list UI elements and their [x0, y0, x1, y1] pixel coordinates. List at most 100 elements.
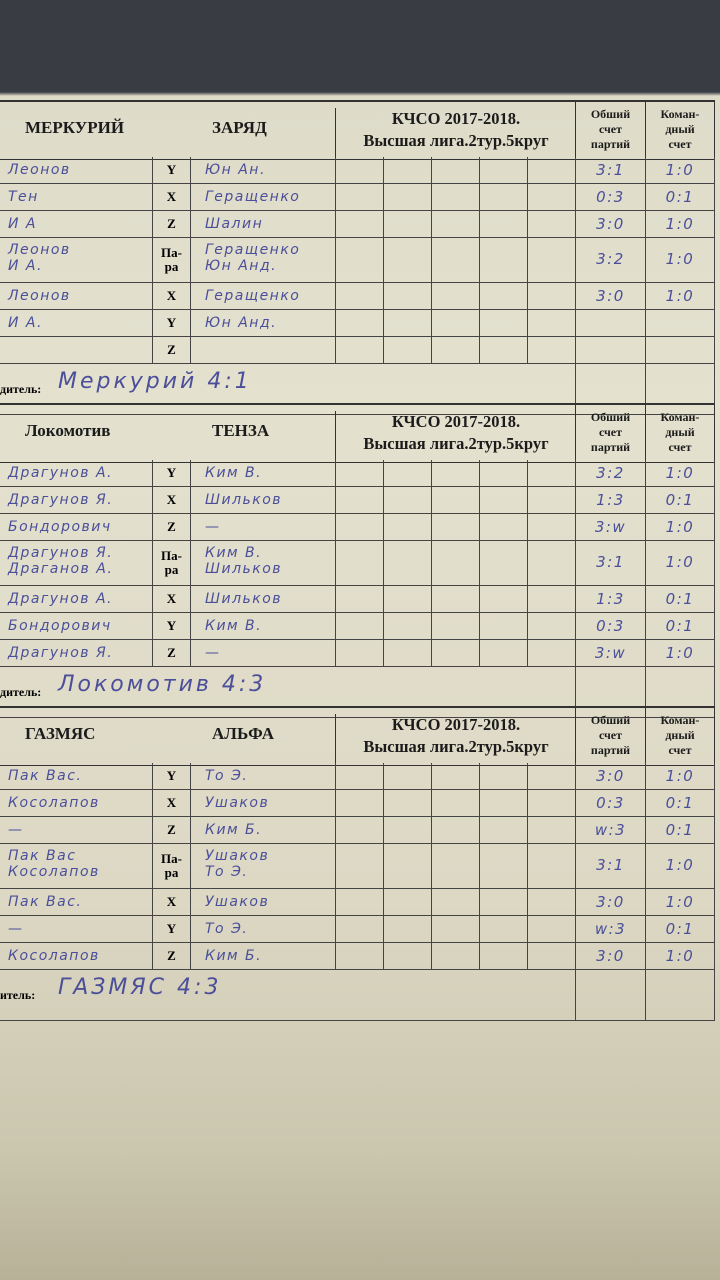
total-cell: [575, 364, 645, 414]
winner-label: дитель:: [0, 685, 42, 699]
set-cell: [383, 541, 431, 585]
total-sets-header: Обший счет партий: [575, 708, 645, 765]
set-cell: [383, 310, 431, 336]
set-cell: [479, 541, 527, 585]
set-cell: [479, 337, 527, 363]
set-cell: [479, 310, 527, 336]
game-row: Драгунов А. X Шильков 1:3 0:1: [0, 586, 715, 613]
team-score: [645, 337, 715, 363]
set-cell: [383, 889, 431, 915]
team-score: 1:0: [645, 763, 715, 789]
winner-value: ГАЗМЯС 4:3: [58, 975, 222, 1000]
set-cell: [335, 283, 383, 309]
game-type: Па- ра: [152, 238, 190, 282]
game-row: Бондорович Y Ким В. 0:3 0:1: [0, 613, 715, 640]
set-cell: [527, 310, 575, 336]
game-type: X: [152, 283, 190, 309]
set-cell: [527, 283, 575, 309]
away-player: То Э.: [190, 763, 335, 789]
winner-value: Локомотив 4:3: [58, 672, 267, 697]
home-player: Бондорович: [8, 618, 112, 634]
set-cell: [431, 487, 479, 513]
team-score: 0:1: [645, 790, 715, 816]
home-player: Драгунов А.: [8, 591, 113, 607]
set-cell: [527, 844, 575, 888]
set-cell: [527, 514, 575, 540]
game-row: Пак Вас. Y То Э. 3:0 1:0: [0, 763, 715, 790]
total-cell: [575, 667, 645, 717]
game-row: Драгунов Я. Драганов А. Па- ра Ким В. Ши…: [0, 541, 715, 586]
team-score: 0:1: [645, 184, 715, 210]
set-cell: [383, 514, 431, 540]
game-type: Y: [152, 916, 190, 942]
set-cell: [383, 916, 431, 942]
set-cell: [431, 541, 479, 585]
home-player: И А: [8, 216, 37, 232]
set-cell: [335, 640, 383, 666]
total-sets-score: 1:3: [575, 586, 645, 612]
set-cell: [383, 763, 431, 789]
game-type: Z: [152, 943, 190, 969]
game-row: Косолапов Z Ким Б. 3:0 1:0: [0, 943, 715, 970]
set-cell: [335, 817, 383, 843]
home-player: Драгунов Я. Драганов А.: [8, 545, 114, 577]
winner-line: итель: ГАЗМЯС 4:3: [0, 970, 715, 1021]
game-type: Па- ра: [152, 541, 190, 585]
away-player: Ким В.: [190, 613, 335, 639]
home-team: ГАЗМЯС: [25, 724, 96, 743]
set-cell: [383, 640, 431, 666]
set-cell: [431, 889, 479, 915]
set-cell: [479, 817, 527, 843]
set-cell: [527, 613, 575, 639]
set-cell: [383, 817, 431, 843]
tournament-title: КЧСО 2017-2018. Высшая лига.2тур.5круг: [335, 108, 576, 159]
set-cell: [431, 184, 479, 210]
away-player: —: [190, 514, 335, 540]
total-sets-score: 3:2: [575, 238, 645, 282]
set-cell: [383, 184, 431, 210]
set-cell: [335, 541, 383, 585]
game-row: Леонов И А. Па- ра Геращенко Юн Анд. 3:2…: [0, 238, 715, 283]
total-cell: [575, 970, 645, 1020]
game-row: Бондорович Z — 3:w 1:0: [0, 514, 715, 541]
set-cell: [479, 157, 527, 183]
total-sets-header: Обший счет партий: [575, 102, 645, 159]
set-cell: [479, 916, 527, 942]
game-type: Па- ра: [152, 844, 190, 888]
home-player: Леонов: [8, 288, 71, 304]
set-cell: [383, 211, 431, 237]
set-cell: [527, 337, 575, 363]
team-score: 0:1: [645, 487, 715, 513]
set-cell: [431, 337, 479, 363]
set-cell: [431, 460, 479, 486]
away-player: Шильков: [190, 586, 335, 612]
away-player: Ушаков: [190, 790, 335, 816]
set-cell: [335, 916, 383, 942]
home-player: —: [8, 822, 24, 838]
set-cell: [335, 943, 383, 969]
set-cell: [527, 238, 575, 282]
game-row: Леонов Y Юн Ан. 3:1 1:0: [0, 157, 715, 184]
set-cell: [479, 640, 527, 666]
set-cell: [335, 157, 383, 183]
away-player: Геращенко: [190, 283, 335, 309]
set-cell: [431, 790, 479, 816]
set-cell: [479, 514, 527, 540]
set-cell: [383, 844, 431, 888]
set-cell: [479, 943, 527, 969]
home-team: МЕРКУРИЙ: [25, 118, 125, 137]
title-line-1: КЧСО 2017-2018.: [391, 715, 521, 734]
away-player: —: [190, 640, 335, 666]
set-cell: [431, 613, 479, 639]
total-sets-header: Обший счет партий: [575, 405, 645, 462]
winner-line: дитель: Меркурий 4:1: [0, 364, 715, 415]
away-player: Ушаков: [190, 889, 335, 915]
away-team: АЛЬФА: [212, 724, 274, 743]
team-total-cell: [645, 970, 715, 1020]
away-player: Геращенко: [190, 184, 335, 210]
game-type: Z: [152, 640, 190, 666]
away-team: ЗАРЯД: [212, 118, 267, 137]
set-cell: [527, 763, 575, 789]
total-sets-score: 0:3: [575, 184, 645, 210]
total-sets-score: 0:3: [575, 613, 645, 639]
